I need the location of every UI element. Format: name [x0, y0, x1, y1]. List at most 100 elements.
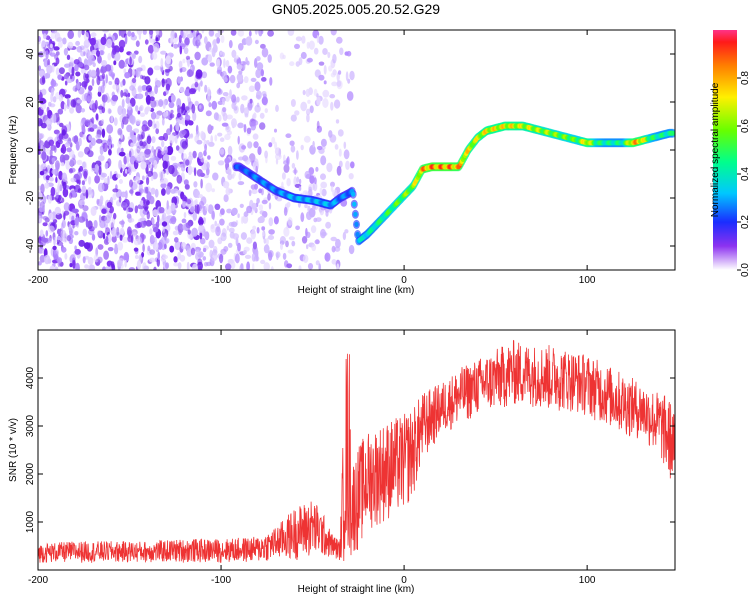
noise-speckle: [333, 99, 341, 109]
noise-speckle: [77, 30, 82, 38]
noise-speckle: [186, 247, 193, 257]
noise-speckle: [301, 236, 308, 244]
noise-speckle: [193, 181, 198, 188]
noise-speckle: [217, 132, 223, 137]
noise-speckle: [205, 110, 212, 117]
noise-speckle: [256, 227, 260, 234]
noise-speckle: [150, 99, 157, 108]
noise-speckle: [301, 35, 306, 44]
noise-speckle: [328, 130, 333, 138]
noise-speckle: [74, 217, 79, 226]
noise-speckle: [58, 94, 64, 102]
noise-speckle: [109, 221, 115, 228]
noise-speckle: [61, 246, 67, 253]
noise-speckle: [185, 222, 192, 229]
noise-speckle: [207, 155, 211, 160]
noise-speckle: [136, 30, 143, 36]
noise-speckle: [206, 140, 210, 145]
noise-speckle: [293, 176, 298, 187]
noise-speckle: [305, 227, 308, 237]
noise-speckle: [300, 51, 307, 60]
noise-speckle: [76, 159, 83, 165]
noise-speckle: [106, 201, 113, 208]
noise-speckle: [90, 32, 97, 38]
noise-speckle: [104, 162, 109, 170]
noise-speckle: [144, 206, 148, 212]
noise-speckle: [157, 241, 163, 250]
noise-speckle: [318, 35, 324, 45]
noise-speckle: [228, 227, 235, 233]
noise-speckle: [132, 231, 137, 237]
noise-speckle: [208, 30, 215, 37]
noise-speckle: [261, 199, 268, 205]
noise-speckle: [339, 47, 344, 56]
noise-speckle: [80, 120, 84, 128]
noise-speckle: [194, 198, 198, 206]
noise-speckle: [38, 88, 41, 96]
noise-speckle: [194, 81, 199, 88]
noise-speckle: [42, 49, 47, 57]
noise-speckle: [144, 39, 149, 45]
noise-speckle: [154, 84, 159, 95]
signal-track-point: [351, 191, 356, 197]
noise-speckle: [222, 112, 228, 122]
noise-speckle: [181, 201, 188, 207]
noise-speckle: [42, 33, 47, 40]
noise-speckle: [225, 95, 230, 102]
noise-speckle: [203, 36, 208, 45]
noise-speckle: [251, 253, 257, 262]
noise-speckle: [154, 188, 159, 198]
noise-speckle: [291, 240, 296, 247]
noise-speckle: [325, 221, 331, 229]
noise-speckle: [265, 237, 269, 246]
noise-speckle: [294, 110, 300, 116]
noise-speckle: [240, 232, 247, 240]
x-tick-label: 0: [401, 575, 407, 586]
noise-speckle: [78, 216, 86, 223]
noise-speckle: [46, 164, 51, 171]
noise-speckle: [236, 73, 244, 82]
noise-speckle: [194, 100, 199, 106]
noise-speckle: [242, 214, 249, 224]
noise-speckle: [268, 202, 272, 210]
noise-speckle: [107, 175, 110, 186]
noise-speckle: [143, 150, 151, 158]
noise-speckle: [62, 181, 67, 190]
noise-speckle: [197, 261, 203, 270]
noise-speckle: [52, 250, 59, 260]
signal-track-point: [353, 211, 358, 217]
noise-speckle: [287, 30, 295, 36]
noise-speckle: [64, 80, 68, 86]
noise-speckle: [237, 242, 241, 252]
noise-speckle: [106, 38, 113, 49]
noise-speckle: [225, 187, 231, 196]
noise-speckle: [337, 129, 344, 137]
noise-speckle: [66, 147, 72, 153]
noise-speckle: [164, 68, 171, 73]
noise-speckle: [246, 205, 253, 214]
noise-speckle: [66, 235, 72, 242]
noise-speckle: [330, 185, 334, 192]
noise-speckle: [110, 115, 114, 123]
noise-speckle: [321, 188, 327, 197]
noise-speckle: [68, 224, 72, 232]
noise-speckle: [55, 176, 58, 183]
noise-speckle: [165, 83, 171, 91]
noise-speckle: [118, 151, 126, 157]
noise-speckle: [338, 70, 342, 75]
noise-speckle: [59, 154, 66, 164]
noise-speckle: [289, 61, 295, 67]
noise-speckle: [161, 253, 167, 259]
noise-speckle: [88, 264, 95, 270]
noise-speckle: [192, 111, 197, 122]
noise-speckle: [312, 140, 315, 148]
noise-speckle: [75, 40, 80, 46]
noise-speckle: [276, 252, 279, 261]
noise-speckle: [187, 59, 190, 68]
noise-speckle: [198, 224, 205, 234]
noise-speckle: [248, 189, 252, 197]
noise-speckle: [259, 210, 265, 215]
noise-speckle: [89, 37, 96, 46]
noise-speckle: [84, 92, 89, 102]
noise-speckle: [227, 173, 233, 181]
